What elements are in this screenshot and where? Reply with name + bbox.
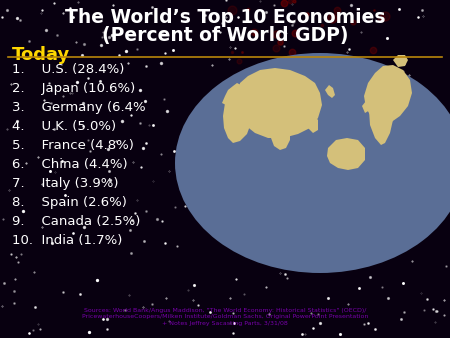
Ellipse shape (175, 53, 450, 273)
Text: 4.    U.K. (5.0%): 4. U.K. (5.0%) (12, 120, 116, 133)
Polygon shape (305, 112, 318, 133)
Text: (Percent of World GDP): (Percent of World GDP) (102, 26, 348, 45)
Polygon shape (223, 83, 253, 143)
Text: 6.    China (4.4%): 6. China (4.4%) (12, 158, 128, 171)
Text: 3.    Germany (6.4%: 3. Germany (6.4% (12, 101, 146, 114)
Text: 8.    Spain (2.6%): 8. Spain (2.6%) (12, 196, 127, 209)
Text: 10.  India (1.7%): 10. India (1.7%) (12, 234, 122, 247)
Polygon shape (369, 93, 393, 145)
Text: The World’s Top 10 Economies: The World’s Top 10 Economies (65, 8, 385, 27)
Polygon shape (238, 68, 322, 138)
Text: 9.    Canada (2.5%): 9. Canada (2.5%) (12, 215, 140, 228)
Text: 1.    U.S. (28.4%): 1. U.S. (28.4%) (12, 63, 124, 76)
Text: 5.    France (4.8%): 5. France (4.8%) (12, 139, 134, 152)
Polygon shape (364, 65, 412, 123)
Text: 2.    Japan (10.6%): 2. Japan (10.6%) (12, 82, 135, 95)
Text: Today: Today (12, 46, 70, 64)
Text: Sources: World Bank/Angus Maddison, "The World Economy: Historical Statistics" (: Sources: World Bank/Angus Maddison, "The… (82, 308, 368, 326)
Polygon shape (222, 83, 250, 107)
Polygon shape (393, 55, 408, 67)
Text: 7.    Italy (3.9%): 7. Italy (3.9%) (12, 177, 118, 190)
Polygon shape (327, 138, 365, 170)
Polygon shape (325, 85, 335, 98)
Polygon shape (271, 120, 290, 150)
Polygon shape (362, 98, 373, 113)
